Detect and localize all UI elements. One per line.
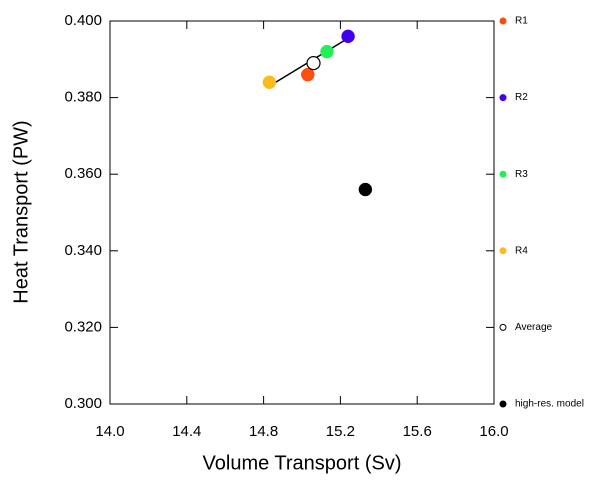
y-tick-label: 0.360 <box>64 165 102 182</box>
legend-marker <box>499 94 507 102</box>
y-tick-label: 0.380 <box>64 89 102 106</box>
point <box>341 29 355 44</box>
y-tick-label: 0.340 <box>64 242 102 259</box>
plot-frame <box>109 20 495 405</box>
point <box>262 75 277 90</box>
legend-marker <box>499 400 507 408</box>
legend-marker <box>499 247 507 255</box>
y-tick-label: 0.320 <box>64 318 102 335</box>
point <box>358 182 373 197</box>
x-tick-label: 15.6 <box>403 423 432 440</box>
legend-label: Average <box>515 322 553 333</box>
x-tick-label: 14.0 <box>95 423 124 440</box>
x-tick-label: 15.2 <box>326 423 355 440</box>
x-tick-label: 14.8 <box>249 423 278 440</box>
legend-label: R2 <box>515 92 528 103</box>
legend-label: R3 <box>515 169 528 180</box>
legend-marker <box>499 170 507 178</box>
legend-marker <box>499 323 507 331</box>
legend-label: R1 <box>515 16 528 27</box>
x-tick-label: 16.0 <box>479 423 508 440</box>
x-axis-title: Volume Transport (Sv) <box>203 452 402 474</box>
point <box>301 67 315 82</box>
y-axis-title: Heat Transport (PW) <box>10 120 32 303</box>
legend-marker <box>499 17 507 25</box>
point <box>306 56 321 71</box>
y-tick-label: 0.400 <box>64 12 102 29</box>
point <box>320 44 334 59</box>
y-tick-label: 0.300 <box>64 395 102 412</box>
legend-label: R4 <box>515 245 528 256</box>
legend-label: high-res. model <box>515 399 584 410</box>
x-tick-label: 14.4 <box>172 423 201 440</box>
